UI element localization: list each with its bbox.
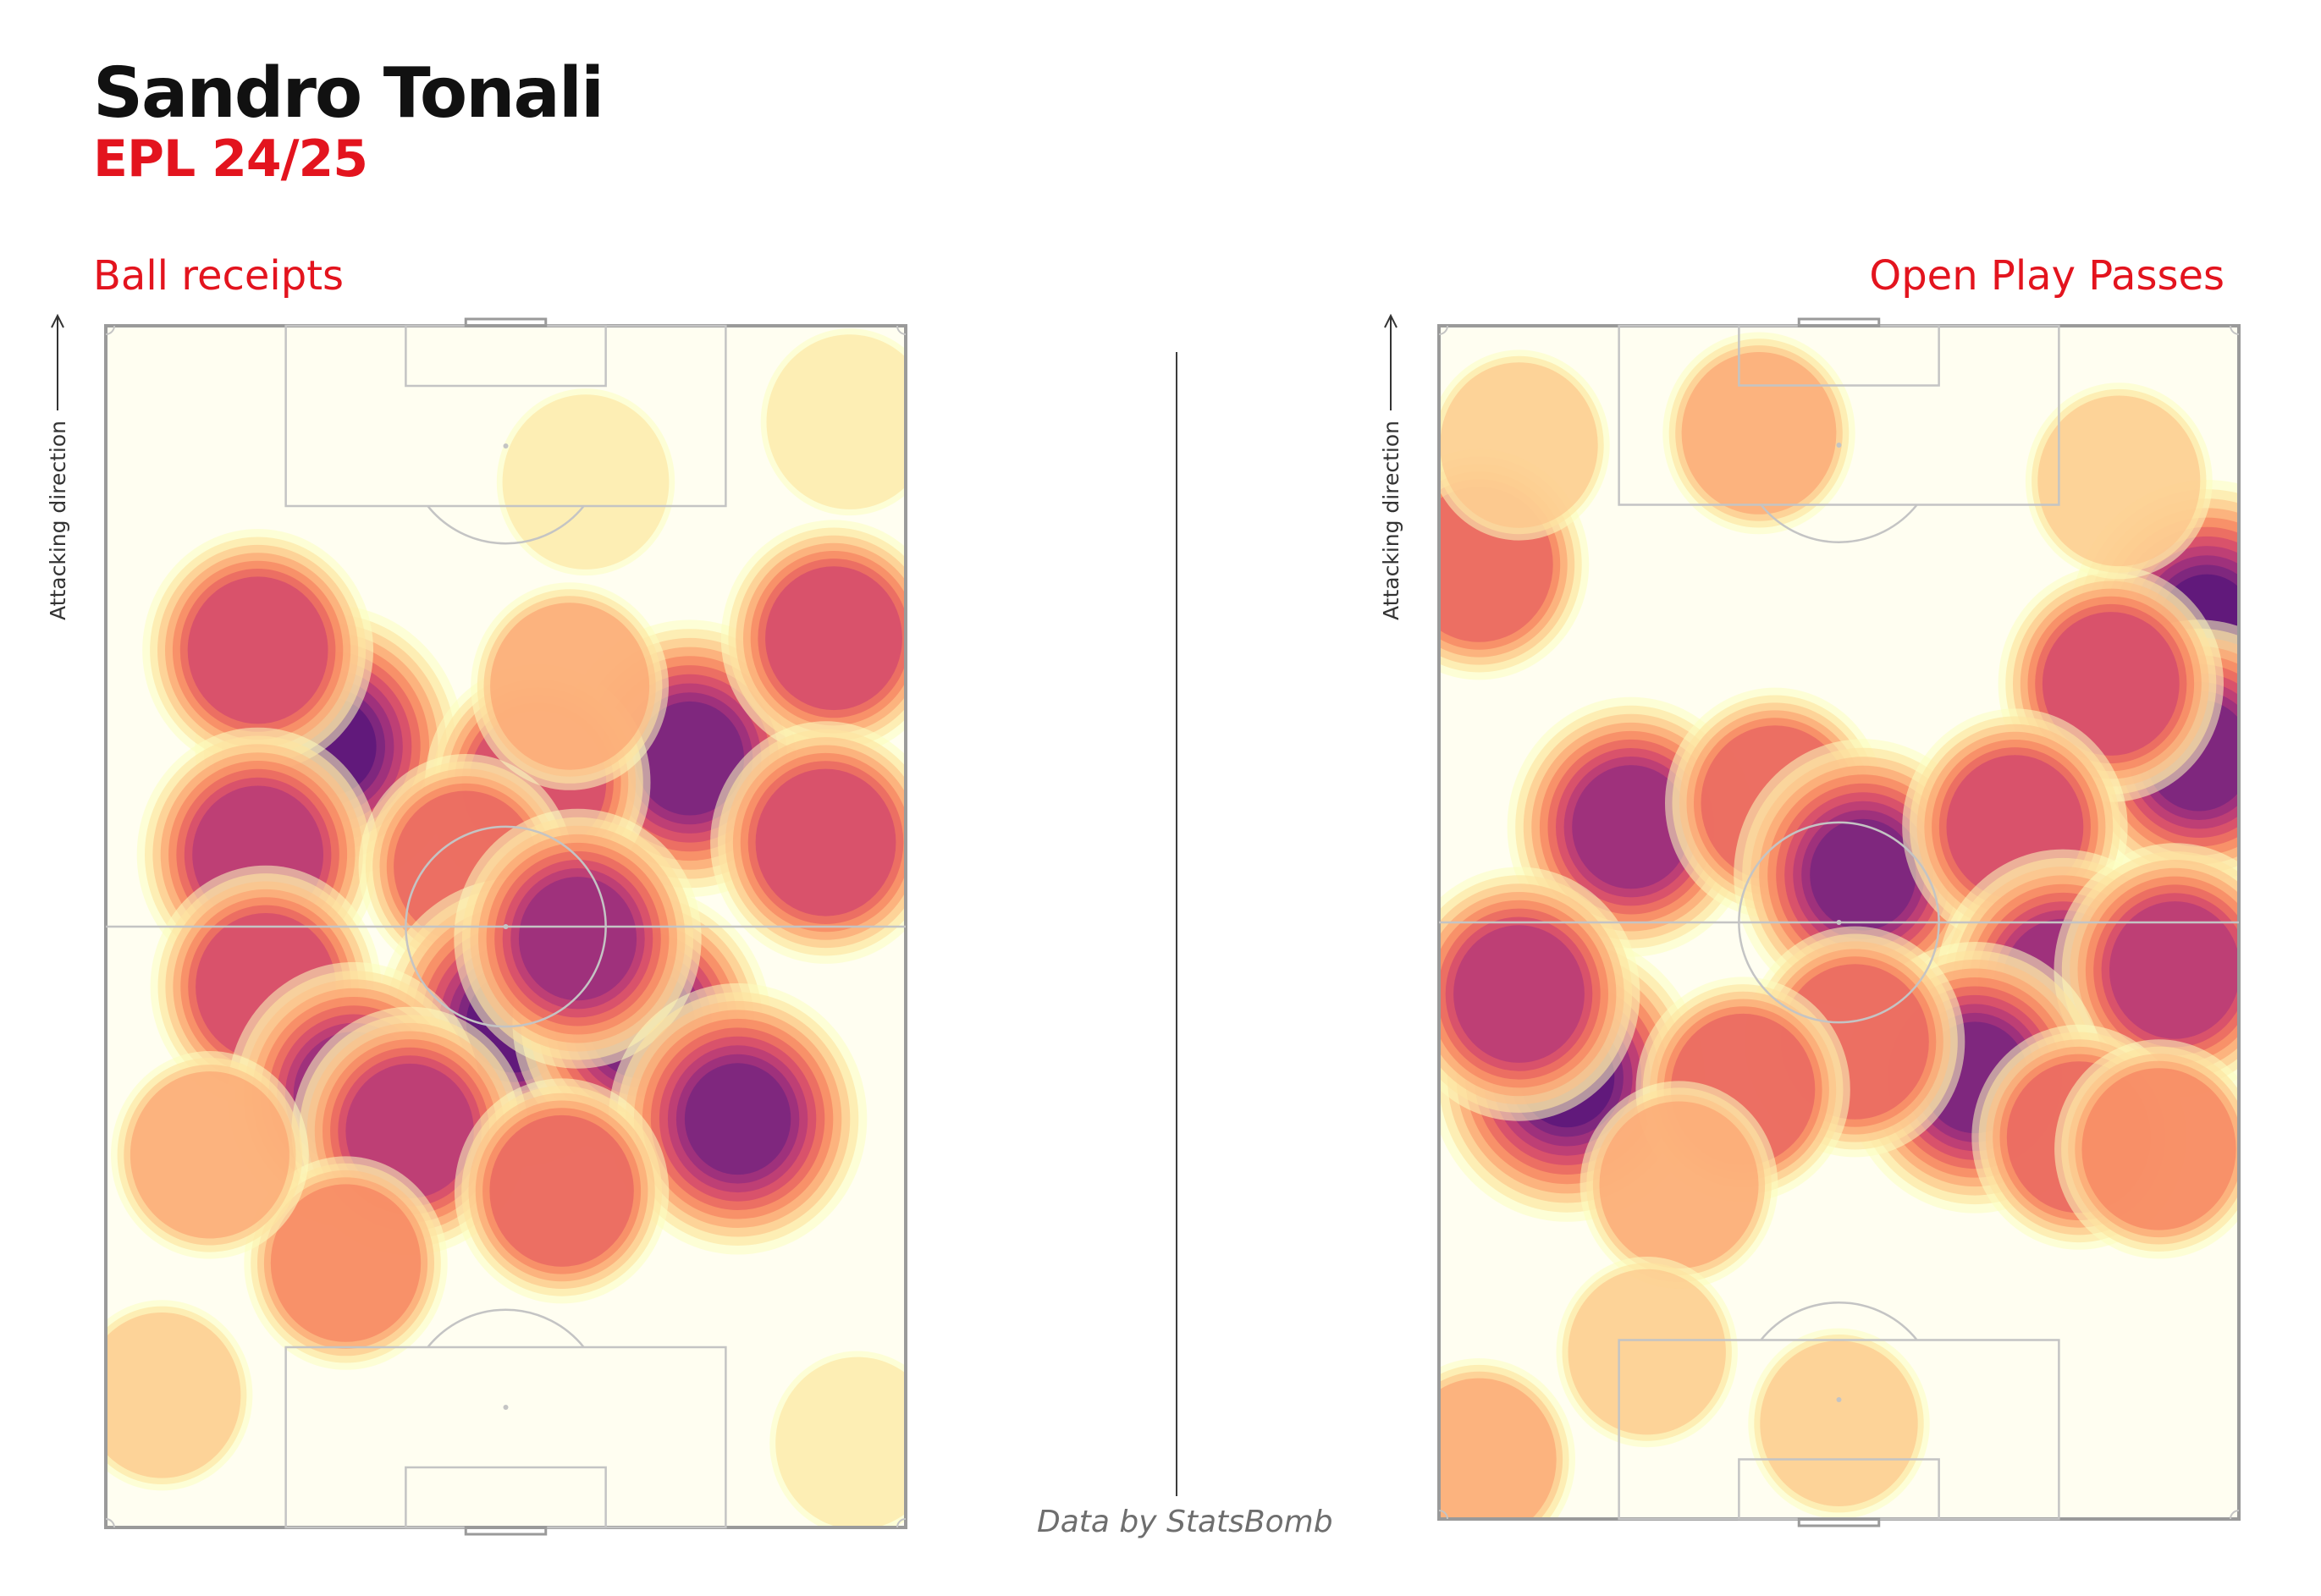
top-goal xyxy=(464,317,548,327)
page-title: Sandro Tonali xyxy=(93,53,604,134)
page-subtitle: EPL 24/25 xyxy=(93,129,368,189)
centre-circle xyxy=(1738,821,1940,1024)
heatmap-hotspot-21-level-1 xyxy=(502,394,670,570)
right-panel-title: Open Play Passes xyxy=(1869,252,2225,300)
heatmap-hotspot-13-level-9 xyxy=(684,1063,791,1175)
top-penalty-spot xyxy=(503,443,509,449)
heatmap-hotspot-5-level-6 xyxy=(755,768,896,916)
heatmap-hotspot-16-level-4 xyxy=(2081,1068,2236,1230)
heatmap-hotspot-15-level-5 xyxy=(489,1114,634,1267)
heatmap-hotspot-1-level-9 xyxy=(635,701,745,816)
heatmap-hotspot-19-level-2 xyxy=(1760,1340,1918,1506)
heatmap-hotspot-20-level-3 xyxy=(1681,352,1837,515)
direction-label: Attacking direction xyxy=(1379,421,1403,620)
corner-arc xyxy=(896,1518,907,1528)
heatmap-hotspot-18-level-3 xyxy=(1439,1378,1557,1519)
heatmap-hotspot-3-level-6 xyxy=(765,566,902,711)
heatmap-hotspot-22-level-1 xyxy=(775,1357,906,1527)
heatmap-hotspot-6-level-9 xyxy=(1810,818,1916,931)
bottom-penalty-arc xyxy=(1760,1302,1918,1341)
heatmap-hotspot-17-level-3 xyxy=(1599,1101,1759,1269)
top-penalty-spot xyxy=(1836,443,1842,448)
bottom-penalty-arc xyxy=(427,1308,585,1348)
heatmap-hotspot-20-level-1 xyxy=(766,334,906,509)
heatmap-hotspot-21-level-2 xyxy=(2037,395,2201,567)
panel-divider xyxy=(1176,352,1177,1496)
heatmap-hotspot-22-level-2 xyxy=(1440,362,1598,528)
centre-circle xyxy=(405,825,607,1028)
corner-arc xyxy=(2230,325,2240,335)
heatmap-hotspot-17-level-3 xyxy=(130,1071,289,1239)
corner-arc xyxy=(105,1518,115,1528)
bottom-goal xyxy=(1797,1517,1881,1527)
direction-arrow-icon xyxy=(1384,313,1398,328)
heatmap-hotspot-19-level-2 xyxy=(106,1313,241,1478)
top-penalty-arc xyxy=(1760,504,1918,543)
corner-arc xyxy=(896,325,907,335)
corner-arc xyxy=(1438,325,1448,335)
ball-receipts-heatmap: Attacking direction xyxy=(46,313,907,1536)
corner-arc xyxy=(2230,1510,2240,1520)
heatmap-hotspot-18-level-3 xyxy=(490,603,650,770)
bottom-penalty-spot xyxy=(1836,1397,1842,1402)
open-play-passes-heatmap: Attacking direction xyxy=(1379,313,2241,1527)
left-panel-title: Ball receipts xyxy=(93,252,345,300)
heatmap-hotspot-23-level-2 xyxy=(1568,1269,1726,1435)
direction-arrow-icon xyxy=(51,313,64,328)
heatmap-hotspot-4-level-8 xyxy=(1572,765,1690,889)
centre-spot xyxy=(1836,920,1842,925)
heatmap-hotspot-12-level-7 xyxy=(1453,925,1585,1063)
heatmap-hotspot-9-level-7 xyxy=(2109,901,2239,1039)
centre-spot xyxy=(503,924,509,929)
top-penalty-arc xyxy=(427,505,585,545)
top-goal xyxy=(1797,317,1881,327)
corner-arc xyxy=(105,325,115,335)
data-credit: Data by StatsBomb xyxy=(1037,1505,1333,1539)
heatmap-hotspot-10-level-8 xyxy=(518,877,637,1001)
bottom-penalty-spot xyxy=(503,1405,509,1410)
direction-label: Attacking direction xyxy=(46,421,70,620)
heatmap-hotspot-2-level-6 xyxy=(2042,612,2180,756)
heatmap-hotspot-16-level-4 xyxy=(270,1184,422,1342)
heatmap-hotspot-2-level-6 xyxy=(187,576,328,724)
corner-arc xyxy=(1438,1510,1448,1520)
bottom-goal xyxy=(464,1526,548,1536)
